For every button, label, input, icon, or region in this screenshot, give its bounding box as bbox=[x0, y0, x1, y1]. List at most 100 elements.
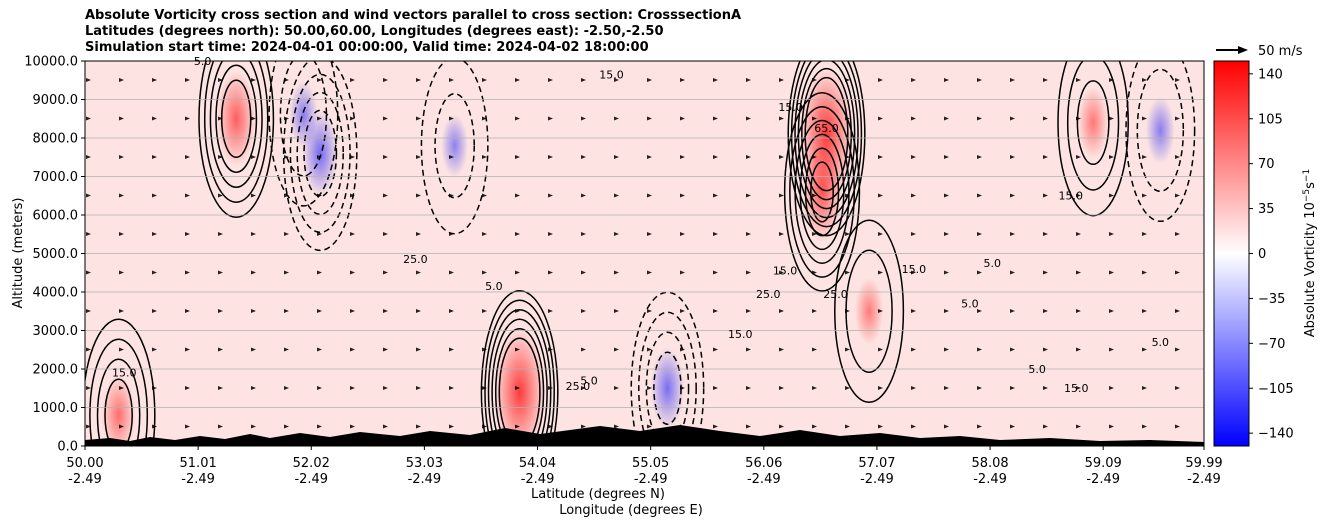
y-tick-label: 6000.0 bbox=[33, 209, 79, 224]
contour-label: 15.0 bbox=[599, 68, 624, 81]
contour-line bbox=[198, 61, 275, 218]
contour-line bbox=[834, 219, 905, 403]
y-tick-label: 1000.0 bbox=[33, 401, 79, 416]
contour-label: 5.0 bbox=[984, 257, 1002, 270]
y-tick-label: 3000.0 bbox=[33, 324, 79, 339]
contour-label: 15.0 bbox=[902, 263, 927, 276]
contour-label: 25.0 bbox=[823, 288, 848, 301]
contour-line bbox=[104, 378, 133, 446]
y-tick-label: 0.0 bbox=[57, 440, 78, 455]
x-tick-label-lon: -2.49 bbox=[521, 472, 555, 487]
y-tick-label: 7000.0 bbox=[33, 170, 79, 185]
contour-label: 5.0 bbox=[961, 297, 979, 310]
contour-line bbox=[845, 249, 893, 373]
contour-line bbox=[484, 299, 555, 446]
contour-line bbox=[801, 67, 852, 201]
contour-line bbox=[279, 61, 328, 177]
x-tick-label-lat: 58.08 bbox=[971, 456, 1008, 471]
contour-line bbox=[96, 358, 141, 446]
colorbar: 140 105 70 35 0 −35 −70 −105 −140 Absolute Vorti… bbox=[1213, 60, 1318, 447]
colorbar-tick-label: 140 bbox=[1258, 67, 1283, 82]
contour-line bbox=[215, 64, 258, 173]
x-tick-label-lat: 59.09 bbox=[1085, 456, 1122, 471]
contour-line bbox=[783, 92, 861, 292]
x-tick-label-lon: -2.49 bbox=[294, 472, 328, 487]
colorbar-tick-label: −35 bbox=[1258, 292, 1285, 307]
y-tick-label: 4000.0 bbox=[33, 286, 79, 301]
contour-line bbox=[487, 309, 552, 446]
y-tick-label: 9000.0 bbox=[33, 93, 79, 108]
contour-line bbox=[498, 337, 541, 446]
colorbar-label: Absolute Vorticity 10−5s−1 bbox=[1302, 169, 1318, 337]
colorbar-tick-label: −70 bbox=[1258, 337, 1285, 352]
contour-line bbox=[303, 109, 338, 198]
y-axis: 0.0 1000.0 2000.0 3000.0 4000.0 5000.0 6000.0 7… bbox=[24, 55, 85, 455]
contour-labels: 5.0 15.0 5.0 15.0 25.0 15.0 25.0 15.0 5.0 15.0 5.0… bbox=[112, 55, 1169, 395]
contour-line bbox=[434, 92, 475, 199]
contour-line bbox=[1057, 61, 1129, 217]
contour-line bbox=[282, 61, 358, 252]
x-tick-label-lat: 54.04 bbox=[519, 456, 556, 471]
contour-label: 25.0 bbox=[566, 380, 591, 393]
contour-line bbox=[804, 76, 849, 192]
title-line-3: Simulation start time: 2024-04-01 00:00:… bbox=[85, 40, 649, 55]
x-tick-label-lat: 52.02 bbox=[293, 456, 330, 471]
x-tick-label-lat: 57.07 bbox=[858, 456, 895, 471]
contour-line bbox=[296, 91, 344, 216]
contour-line bbox=[810, 161, 834, 223]
contour-label: 15.0 bbox=[778, 101, 803, 114]
contour-label: 5.0 bbox=[1152, 336, 1170, 349]
title-line-2: Latitudes (degrees north): 50.00,60.00, … bbox=[85, 24, 664, 39]
contour-label: 65.0 bbox=[814, 122, 839, 135]
x-tick-label-lon: -2.49 bbox=[1086, 472, 1120, 487]
contour-label: 5.0 bbox=[580, 374, 598, 387]
contour-line bbox=[220, 79, 252, 158]
colorbar-bar bbox=[1213, 60, 1250, 447]
x-tick-label-lat: 51.01 bbox=[180, 456, 217, 471]
contour-label: 15.0 bbox=[728, 328, 753, 341]
plot-area: 5.0 15.0 5.0 15.0 25.0 15.0 25.0 15.0 5.0 15.0 5.0… bbox=[84, 55, 1205, 447]
contour-line bbox=[491, 318, 548, 446]
contour-line bbox=[804, 147, 840, 237]
colorbar-tick-label: 70 bbox=[1258, 157, 1275, 172]
contour-line bbox=[494, 327, 545, 446]
terrain bbox=[85, 425, 1204, 446]
contour-label: 15.0 bbox=[1058, 190, 1083, 203]
x-tick-label-lon: -2.49 bbox=[634, 472, 668, 487]
contour-line bbox=[794, 119, 850, 265]
contour-line bbox=[85, 318, 156, 446]
contour-line bbox=[420, 61, 489, 235]
x-tick-label-lat: 56.06 bbox=[745, 456, 782, 471]
contour-line bbox=[1136, 68, 1185, 193]
x-tick-label-lon: -2.49 bbox=[181, 472, 215, 487]
y-tick-label: 5000.0 bbox=[33, 247, 79, 262]
y-tick-label: 8000.0 bbox=[33, 132, 79, 147]
contour-line bbox=[480, 290, 559, 446]
contour-line bbox=[1076, 80, 1110, 166]
y-tick-label: 10000.0 bbox=[24, 55, 78, 70]
colorbar-tick-label: 0 bbox=[1258, 247, 1266, 262]
x-tick-label-lon: -2.49 bbox=[68, 472, 102, 487]
contour-line bbox=[799, 133, 845, 251]
x-tick-label-lon: -2.49 bbox=[408, 472, 442, 487]
x-axis-label-latitude: Latitude (degrees N) bbox=[531, 487, 665, 502]
contour-line bbox=[268, 61, 339, 207]
contour-line bbox=[289, 73, 351, 234]
contour-line bbox=[638, 311, 697, 446]
contour-line bbox=[203, 61, 269, 203]
x-tick-label-lon: -2.49 bbox=[973, 472, 1007, 487]
contour-line bbox=[789, 105, 855, 278]
contour-label: 15.0 bbox=[112, 367, 137, 380]
x-tick-label-lat: 59.99 bbox=[1185, 456, 1222, 471]
contour-line bbox=[1125, 61, 1196, 223]
quiver-key: 50 m/s bbox=[1216, 44, 1303, 59]
x-axis-label-longitude: Longitude (degrees E) bbox=[559, 503, 703, 518]
contour-line bbox=[209, 61, 263, 188]
title-line-1: Absolute Vorticity cross section and win… bbox=[85, 8, 742, 23]
colorbar-tick-label: −140 bbox=[1258, 427, 1294, 442]
contour-label: 15.0 bbox=[1064, 382, 1089, 395]
x-tick-label-lon: -2.49 bbox=[1187, 472, 1221, 487]
contour-line bbox=[787, 61, 866, 237]
contour-label: 15.0 bbox=[773, 265, 798, 278]
